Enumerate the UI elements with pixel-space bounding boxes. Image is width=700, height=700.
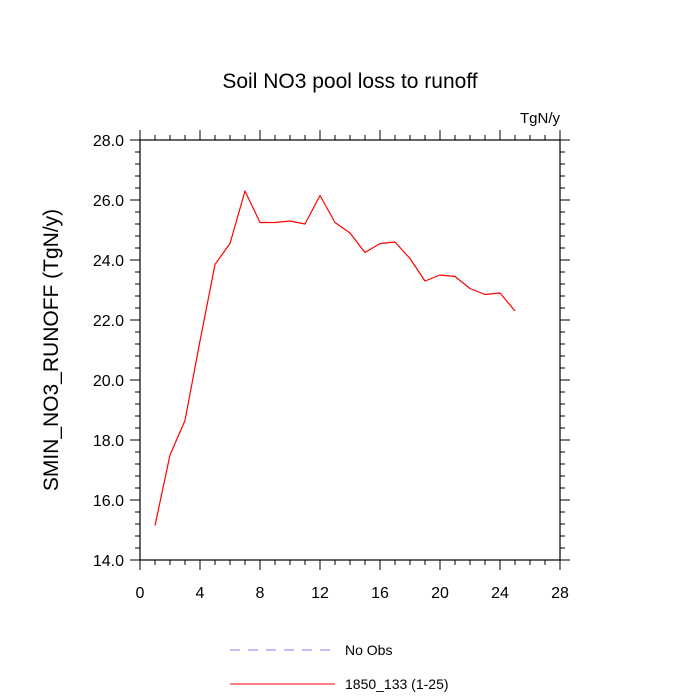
y-tick-label: 16.0 [93, 493, 124, 510]
y-tick-label: 28.0 [93, 133, 124, 150]
y-axis: 14.0 16.0 18.0 20.0 22.0 24.0 26.0 28.0 [93, 133, 570, 570]
y-tick-label: 26.0 [93, 193, 124, 210]
y-tick-label: 20.0 [93, 373, 124, 390]
y-tick-label: 14.0 [93, 553, 124, 570]
plot-frame [139, 139, 561, 561]
legend-label: 1850_133 (1-25) [345, 676, 449, 692]
y-axis-label: SMIN_NO3_RUNOFF (TgN/y) [40, 209, 63, 491]
x-tick-label: 12 [311, 585, 329, 602]
y-tick-label: 18.0 [93, 433, 124, 450]
series-line [154, 190, 516, 526]
x-tick-label: 24 [491, 585, 509, 602]
x-axis: 0 4 8 12 16 20 24 28 [136, 130, 569, 602]
x-tick-label: 16 [371, 585, 389, 602]
chart-title: Soil NO3 pool loss to runoff [222, 70, 477, 93]
y-tick-label: 22.0 [93, 313, 124, 330]
plot-border [139, 139, 561, 561]
x-tick-label: 4 [196, 585, 205, 602]
x-tick-label: 20 [431, 585, 449, 602]
legend-label: No Obs [345, 642, 392, 658]
x-tick-label: 8 [256, 585, 265, 602]
series-layer [154, 190, 516, 526]
legend: No Obs 1850_133 (1-25) [230, 642, 449, 692]
y-tick-label: 24.0 [93, 253, 124, 270]
x-tick-label: 0 [136, 585, 145, 602]
x-tick-label: 28 [551, 585, 569, 602]
units-label: TgN/y [520, 110, 561, 127]
